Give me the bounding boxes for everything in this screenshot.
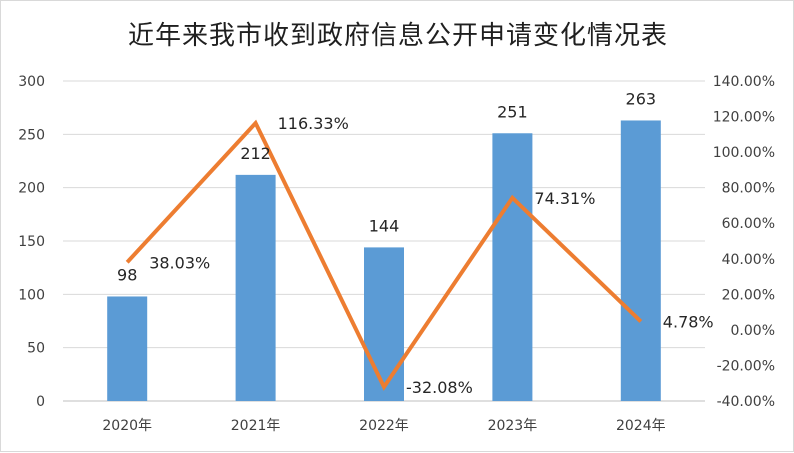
bar	[107, 296, 147, 401]
line-data-label: 116.33%	[278, 114, 349, 133]
right-axis-tick-label: 0.00%	[731, 323, 775, 339]
right-axis-tick-label: 100.00%	[713, 145, 775, 161]
right-axis-tick-label: -40.00%	[717, 394, 775, 410]
left-axis: 0 50 100 150 200 250 300	[18, 74, 45, 410]
line-data-label: -32.08%	[406, 378, 473, 397]
x-axis-tick-label: 2020年	[102, 418, 152, 434]
left-axis-tick-label: 300	[18, 74, 45, 90]
bar-data-label: 251	[497, 102, 528, 121]
bar	[492, 133, 532, 401]
bar-data-label: 263	[626, 89, 657, 108]
right-axis-tick-label: 60.00%	[722, 216, 775, 232]
left-axis-tick-label: 100	[18, 287, 45, 303]
line-data-label: 4.78%	[663, 312, 714, 331]
line-data-label: 74.31%	[534, 189, 595, 208]
right-axis: -40.00% -20.00% 0.00% 20.00% 40.00% 60.00% 80.…	[713, 74, 775, 410]
x-axis-tick-label: 2024年	[616, 418, 666, 434]
bar-data-label: 98	[117, 265, 137, 284]
left-axis-tick-label: 150	[18, 234, 45, 250]
left-axis-tick-label: 250	[18, 127, 45, 143]
bar	[621, 120, 661, 401]
x-axis-tick-label: 2023年	[488, 418, 538, 434]
x-axis: 2020年 2021年 2022年 2023年 2024年	[63, 401, 705, 434]
bar-data-label: 212	[240, 144, 271, 163]
right-axis-tick-label: -20.00%	[717, 358, 775, 374]
left-axis-tick-label: 200	[18, 181, 45, 197]
right-axis-tick-label: 80.00%	[722, 181, 775, 197]
left-axis-tick-label: 0	[36, 394, 45, 410]
line-data-label: 38.03%	[149, 253, 210, 272]
bar-data-label: 144	[369, 216, 400, 235]
bar	[236, 175, 276, 401]
x-axis-tick-label: 2022年	[359, 418, 409, 434]
right-axis-tick-label: 120.00%	[713, 110, 775, 126]
right-axis-tick-label: 20.00%	[722, 287, 775, 303]
bar	[364, 247, 404, 401]
right-axis-tick-label: 40.00%	[722, 252, 775, 268]
left-axis-tick-label: 50	[27, 341, 45, 357]
x-axis-tick-label: 2021年	[231, 418, 281, 434]
right-axis-tick-label: 140.00%	[713, 74, 775, 90]
